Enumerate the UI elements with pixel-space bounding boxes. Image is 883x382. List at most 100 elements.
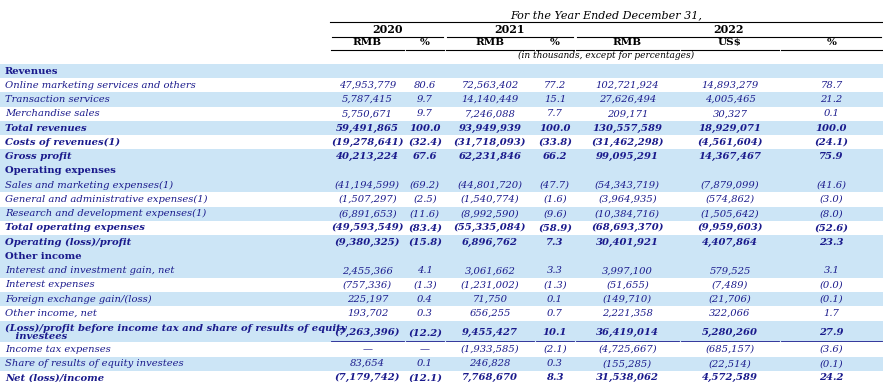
Text: 100.0: 100.0 [816,124,848,133]
Text: 5,280,260: 5,280,260 [702,328,758,337]
Bar [0,371,883,382]
Text: (52.6): (52.6) [814,223,849,232]
Text: 47,953,779: 47,953,779 [339,81,396,90]
Text: Sales and marketing expenses(1): Sales and marketing expenses(1) [5,181,173,190]
Text: Net (loss)/income: Net (loss)/income [5,374,104,382]
Text: 75.9: 75.9 [819,152,844,161]
Text: (68,693,370): (68,693,370) [592,223,664,233]
Text: (9,959,603): (9,959,603) [698,223,763,233]
Text: Revenues: Revenues [5,66,58,76]
Text: 100.0: 100.0 [409,124,441,133]
Text: 21.2: 21.2 [820,95,842,104]
Text: (3,964,935): (3,964,935) [598,195,657,204]
Text: 3,061,662: 3,061,662 [464,266,516,275]
Text: (22,514): (22,514) [709,359,751,368]
Text: (0.0): (0.0) [819,280,843,290]
Text: (47.7): (47.7) [540,181,570,189]
Bar [0,78,883,92]
Text: (1,540,774): (1,540,774) [461,195,519,204]
Text: (3.0): (3.0) [819,195,843,204]
Text: 31,538,062: 31,538,062 [596,373,659,382]
Text: (2.5): (2.5) [413,195,437,204]
Bar [0,249,883,264]
Text: (55,335,084): (55,335,084) [454,223,526,233]
Text: 67.6: 67.6 [412,152,437,161]
Text: (49,593,549): (49,593,549) [331,223,404,233]
Text: 225,197: 225,197 [347,295,389,304]
Text: (7,489): (7,489) [712,280,748,290]
Text: (1,231,002): (1,231,002) [461,280,519,290]
Text: (7,179,742): (7,179,742) [335,373,400,382]
Text: For the Year Ended December 31,: For the Year Ended December 31, [510,10,702,20]
Text: (1,505,642): (1,505,642) [701,209,759,218]
Text: 15.1: 15.1 [544,95,566,104]
Text: —: — [420,345,430,354]
Text: 77.2: 77.2 [544,81,566,90]
Text: (12.1): (12.1) [408,374,442,382]
Text: (4,561,604): (4,561,604) [698,138,763,147]
Text: 27,626,494: 27,626,494 [599,95,656,104]
Text: —: — [363,345,373,354]
Text: 7.3: 7.3 [547,238,563,247]
Text: 0.7: 0.7 [547,309,563,318]
Text: RMB: RMB [475,38,504,47]
Text: Online marketing services and others: Online marketing services and others [5,81,196,90]
Text: (10,384,716): (10,384,716) [595,209,660,218]
Text: Foreign exchange gain/(loss): Foreign exchange gain/(loss) [5,295,152,304]
Text: 209,171: 209,171 [607,109,648,118]
Text: (8,992,590): (8,992,590) [461,209,519,218]
Bar [0,121,883,135]
Text: (757,336): (757,336) [343,280,392,290]
Text: 10.1: 10.1 [543,329,567,337]
Text: (2.1): (2.1) [543,345,567,354]
Text: investees: investees [5,332,67,342]
Text: 2021: 2021 [494,24,525,35]
Text: Interest expenses: Interest expenses [5,280,94,290]
Text: 36,419,014: 36,419,014 [596,328,659,337]
Text: (12.2): (12.2) [408,329,442,337]
Bar [0,342,883,356]
Text: 99,095,291: 99,095,291 [596,152,659,161]
Text: (31,462,298): (31,462,298) [592,138,664,147]
Text: (1.3): (1.3) [543,280,567,290]
Text: 5,787,415: 5,787,415 [342,95,393,104]
Text: (in thousands, except for percentages): (in thousands, except for percentages) [518,51,694,60]
Text: (7,879,099): (7,879,099) [701,181,759,189]
Text: 246,828: 246,828 [469,359,510,368]
Text: (574,862): (574,862) [706,195,755,204]
Text: (3.6): (3.6) [819,345,843,354]
Text: (149,710): (149,710) [603,295,652,304]
Text: (685,157): (685,157) [706,345,755,354]
Text: 14,367,467: 14,367,467 [698,152,761,161]
Text: %: % [550,38,560,47]
Text: 9,455,427: 9,455,427 [462,328,518,337]
Text: Share of results of equity investees: Share of results of equity investees [5,359,184,368]
Text: 4.1: 4.1 [417,266,433,275]
Text: (44,801,720): (44,801,720) [457,181,523,189]
Text: 40,213,224: 40,213,224 [336,152,399,161]
Text: 2,221,358: 2,221,358 [602,309,653,318]
Text: 0.3: 0.3 [417,309,433,318]
Text: (51,655): (51,655) [606,280,649,290]
Text: Income tax expenses: Income tax expenses [5,345,110,354]
Text: General and administrative expenses(1): General and administrative expenses(1) [5,195,208,204]
Text: Other income: Other income [5,252,81,261]
Text: Costs of revenues(1): Costs of revenues(1) [5,138,120,147]
Text: 2022: 2022 [713,24,744,35]
Text: (41.6): (41.6) [817,181,847,189]
Text: 9.7: 9.7 [417,109,433,118]
Text: 7,768,670: 7,768,670 [462,373,518,382]
Text: 23.3: 23.3 [819,238,844,247]
Text: (6,891,653): (6,891,653) [338,209,396,218]
Text: 0.3: 0.3 [547,359,563,368]
Text: (0.1): (0.1) [819,359,843,368]
Text: 4,572,589: 4,572,589 [702,373,758,382]
Text: 66.2: 66.2 [543,152,567,161]
Text: (41,194,599): (41,194,599) [335,181,400,189]
Text: 3,997,100: 3,997,100 [602,266,653,275]
Text: (58.9): (58.9) [538,223,572,232]
Text: (1.3): (1.3) [413,280,437,290]
Text: 579,525: 579,525 [709,266,751,275]
Text: 193,702: 193,702 [347,309,389,318]
Text: RMB: RMB [353,38,382,47]
